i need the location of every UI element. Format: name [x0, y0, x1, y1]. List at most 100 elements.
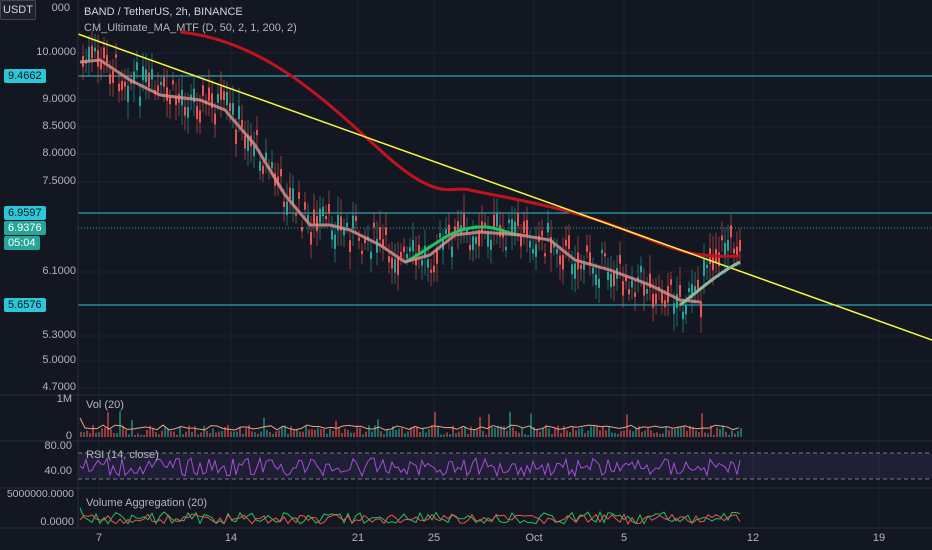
- candle-body: [598, 278, 600, 288]
- volume-pane-label[interactable]: Vol (20): [86, 399, 124, 411]
- candle-body: [358, 237, 360, 241]
- volume-bar: [272, 433, 274, 437]
- volume-ma-line: [79, 417, 740, 431]
- volume-axis-bottom: 0: [65, 430, 72, 442]
- volume-bar: [566, 430, 568, 437]
- volume-bar: [620, 431, 622, 437]
- candle-body: [187, 107, 189, 118]
- volume-bar: [461, 427, 463, 437]
- time-label: 12: [746, 532, 760, 544]
- candle-body: [589, 252, 591, 265]
- level-badge-low: 5.6576: [4, 298, 46, 312]
- candle-body: [694, 286, 696, 292]
- volume-bar: [128, 434, 130, 437]
- horizontal-levels: [78, 75, 932, 306]
- volume-bar: [665, 426, 667, 437]
- volume-bar: [389, 430, 391, 437]
- candle-body: [472, 236, 474, 251]
- candle-body: [466, 228, 468, 234]
- symbol-title[interactable]: BAND / TetherUS, 2h, BINANCE: [84, 6, 243, 18]
- volume-bar: [608, 426, 610, 437]
- volume-bar: [125, 430, 127, 437]
- candle-body: [163, 77, 165, 87]
- volume-bar: [647, 427, 649, 437]
- volume-bar: [446, 432, 448, 437]
- rising-ma-line: [679, 260, 741, 307]
- candle-body: [319, 208, 321, 223]
- volume-bar: [530, 413, 532, 437]
- volume-bar: [230, 431, 232, 437]
- candle-body: [406, 254, 408, 259]
- candle-body: [247, 134, 249, 152]
- candle-body: [508, 219, 510, 223]
- volume-bar: [398, 428, 400, 437]
- level-badge-high: 9.4662: [4, 69, 46, 83]
- candle-body: [550, 236, 552, 253]
- candle-body: [421, 259, 423, 266]
- candle-body: [610, 273, 612, 288]
- volume-bar: [416, 426, 418, 437]
- candle-body: [628, 289, 630, 295]
- volume-bar: [467, 434, 469, 437]
- volume-bar: [203, 425, 205, 437]
- volume-bar: [671, 429, 673, 437]
- volume-bar: [554, 427, 556, 437]
- volume-bar: [536, 429, 538, 437]
- candle-body: [730, 225, 732, 238]
- volume-bar: [161, 430, 163, 437]
- volume-bar: [236, 431, 238, 437]
- candle-body: [256, 130, 258, 136]
- candle-body: [487, 232, 489, 247]
- volume-bar: [407, 431, 409, 437]
- volume-bar: [497, 425, 499, 437]
- volume-bar: [722, 425, 724, 437]
- candle-body: [292, 188, 294, 205]
- indicator-title[interactable]: CM_Ultimate_MA_MTF (D, 50, 2, 1, 200, 2): [84, 22, 297, 34]
- candle-body: [433, 265, 435, 273]
- volume-bar: [422, 428, 424, 437]
- volume-bar: [425, 432, 427, 437]
- volume-bar: [179, 427, 181, 437]
- candle-body: [604, 253, 606, 257]
- candle-body: [676, 294, 678, 308]
- candle-body: [352, 215, 354, 229]
- agg-pane-label[interactable]: Volume Aggregation (20): [86, 497, 208, 509]
- volume-bar: [404, 433, 406, 437]
- candle-body: [607, 271, 609, 280]
- volume-bar: [656, 432, 658, 437]
- volume-bar: [266, 429, 268, 437]
- candle-body: [532, 248, 534, 254]
- volume-bar: [629, 429, 631, 437]
- candle-body: [637, 277, 639, 281]
- time-label: 7: [95, 532, 103, 544]
- volume-bar: [401, 427, 403, 437]
- volume-bar: [440, 434, 442, 437]
- volume-bar: [494, 427, 496, 437]
- volume-bar: [683, 426, 685, 437]
- candle-body: [412, 239, 414, 252]
- currency-selector-button[interactable]: USDT: [0, 0, 36, 20]
- volume-bar: [704, 432, 706, 437]
- candle-body: [397, 257, 399, 275]
- rsi-axis-top: 80.00: [44, 440, 72, 452]
- volume-bar: [686, 430, 688, 437]
- volume-bar: [638, 426, 640, 437]
- volume-bar: [122, 425, 124, 437]
- candle-body: [184, 106, 186, 116]
- volume-bar: [500, 426, 502, 437]
- volume-bar: [158, 434, 160, 437]
- price-label: 8.0000: [42, 147, 76, 159]
- candle-body: [172, 80, 174, 85]
- candle-body: [595, 274, 597, 285]
- rsi-pane-label[interactable]: RSI (14, close): [86, 449, 159, 461]
- price-label: 9.0000: [42, 93, 76, 105]
- slow-ma-line: [179, 30, 741, 258]
- volume-bar: [299, 431, 301, 437]
- candle-body: [376, 238, 378, 253]
- volume-bar: [590, 426, 592, 437]
- volume-bar: [281, 426, 283, 437]
- volume-bar: [182, 434, 184, 437]
- volume-bar: [197, 434, 199, 437]
- candle-body: [490, 239, 492, 250]
